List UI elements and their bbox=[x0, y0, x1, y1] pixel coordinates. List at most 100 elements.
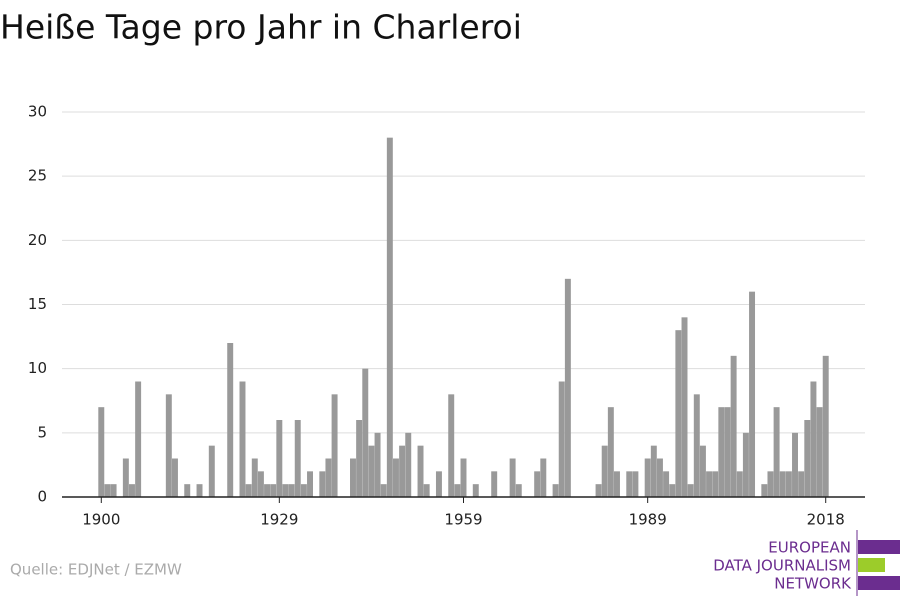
bar bbox=[423, 484, 430, 497]
bar bbox=[104, 484, 111, 497]
bar bbox=[288, 484, 295, 497]
bar bbox=[368, 445, 375, 497]
bar bbox=[386, 137, 393, 497]
bar bbox=[392, 458, 399, 497]
bar bbox=[307, 471, 313, 497]
logo-text: EUROPEAN bbox=[768, 539, 851, 557]
bar bbox=[165, 394, 172, 497]
bar bbox=[626, 471, 633, 497]
x-tick-label: 1900 bbox=[82, 511, 120, 529]
bar bbox=[669, 484, 676, 497]
bar bbox=[300, 484, 307, 497]
bar bbox=[257, 471, 264, 497]
bar bbox=[773, 407, 780, 497]
bar bbox=[687, 484, 694, 497]
bar bbox=[712, 471, 719, 497]
x-tick-label: 1959 bbox=[444, 511, 482, 529]
bar bbox=[767, 471, 774, 497]
logo: EUROPEAN DATA JOURNALISM NETWORK bbox=[713, 530, 900, 596]
bar bbox=[792, 432, 798, 497]
y-tick-label: 20 bbox=[28, 231, 47, 249]
bar bbox=[135, 381, 142, 497]
bar bbox=[736, 471, 743, 497]
y-tick-label: 15 bbox=[28, 295, 47, 313]
bar bbox=[491, 471, 498, 497]
bar bbox=[362, 368, 369, 497]
logo-bar bbox=[858, 540, 900, 554]
source: Quelle: EDJNet / EZMW bbox=[10, 561, 182, 579]
bar bbox=[264, 484, 271, 497]
bar bbox=[331, 394, 338, 497]
bar bbox=[785, 471, 792, 497]
bar bbox=[110, 484, 117, 497]
y-tick-label: 30 bbox=[28, 103, 47, 121]
bar bbox=[196, 484, 203, 497]
bar bbox=[435, 471, 442, 497]
x-tick-label: 1929 bbox=[260, 511, 298, 529]
bar bbox=[564, 278, 571, 497]
y-tick-label: 0 bbox=[37, 488, 47, 506]
logo-bar bbox=[858, 558, 885, 572]
bar bbox=[129, 484, 135, 497]
y-tick-label: 25 bbox=[28, 167, 47, 185]
bar bbox=[558, 381, 565, 497]
bar bbox=[122, 458, 129, 497]
bar bbox=[350, 458, 356, 497]
chart-title: Heiße Tage pro Jahr in Charleroi bbox=[0, 8, 522, 47]
bar bbox=[227, 343, 234, 497]
bar bbox=[718, 407, 725, 497]
y-tick-label: 10 bbox=[28, 359, 47, 377]
bar bbox=[448, 394, 455, 497]
bar bbox=[681, 317, 688, 497]
bar bbox=[804, 420, 811, 497]
bar bbox=[779, 471, 786, 497]
bar bbox=[650, 445, 657, 497]
bar bbox=[761, 484, 768, 497]
bar bbox=[399, 445, 406, 497]
bar bbox=[454, 484, 461, 497]
bar bbox=[822, 355, 829, 497]
bar bbox=[472, 484, 479, 497]
x-tick-label: 1989 bbox=[629, 511, 667, 529]
bar bbox=[270, 484, 277, 497]
bar bbox=[276, 420, 283, 497]
bar bbox=[380, 484, 387, 497]
x-tick-label: 2018 bbox=[807, 511, 845, 529]
bar bbox=[534, 471, 541, 497]
bar bbox=[810, 381, 817, 497]
bar bbox=[356, 420, 363, 497]
bar bbox=[417, 445, 424, 497]
bar bbox=[749, 291, 756, 497]
bar bbox=[798, 471, 805, 497]
bar bbox=[405, 432, 412, 497]
bar bbox=[282, 484, 289, 497]
bar bbox=[325, 458, 332, 497]
bar bbox=[632, 471, 639, 497]
bar bbox=[509, 458, 516, 497]
bar bbox=[319, 471, 326, 497]
bar bbox=[460, 458, 467, 497]
bar bbox=[239, 381, 246, 497]
bar bbox=[374, 432, 381, 497]
bar bbox=[693, 394, 700, 497]
bar bbox=[724, 407, 731, 497]
bar bbox=[184, 484, 191, 497]
bar bbox=[656, 458, 663, 497]
bar bbox=[614, 471, 620, 497]
bar bbox=[171, 458, 178, 497]
bar bbox=[245, 484, 252, 497]
bar bbox=[675, 330, 682, 497]
logo-bar bbox=[858, 576, 900, 590]
bar bbox=[816, 407, 823, 497]
bar bbox=[607, 407, 614, 497]
bar bbox=[251, 458, 258, 497]
logo-text: DATA JOURNALISM bbox=[713, 557, 851, 575]
bar bbox=[742, 432, 749, 497]
logo-text: NETWORK bbox=[774, 575, 852, 593]
bar bbox=[730, 355, 737, 497]
bar bbox=[552, 484, 559, 497]
bar bbox=[706, 471, 713, 497]
bar bbox=[699, 445, 706, 497]
bar bbox=[515, 484, 522, 497]
